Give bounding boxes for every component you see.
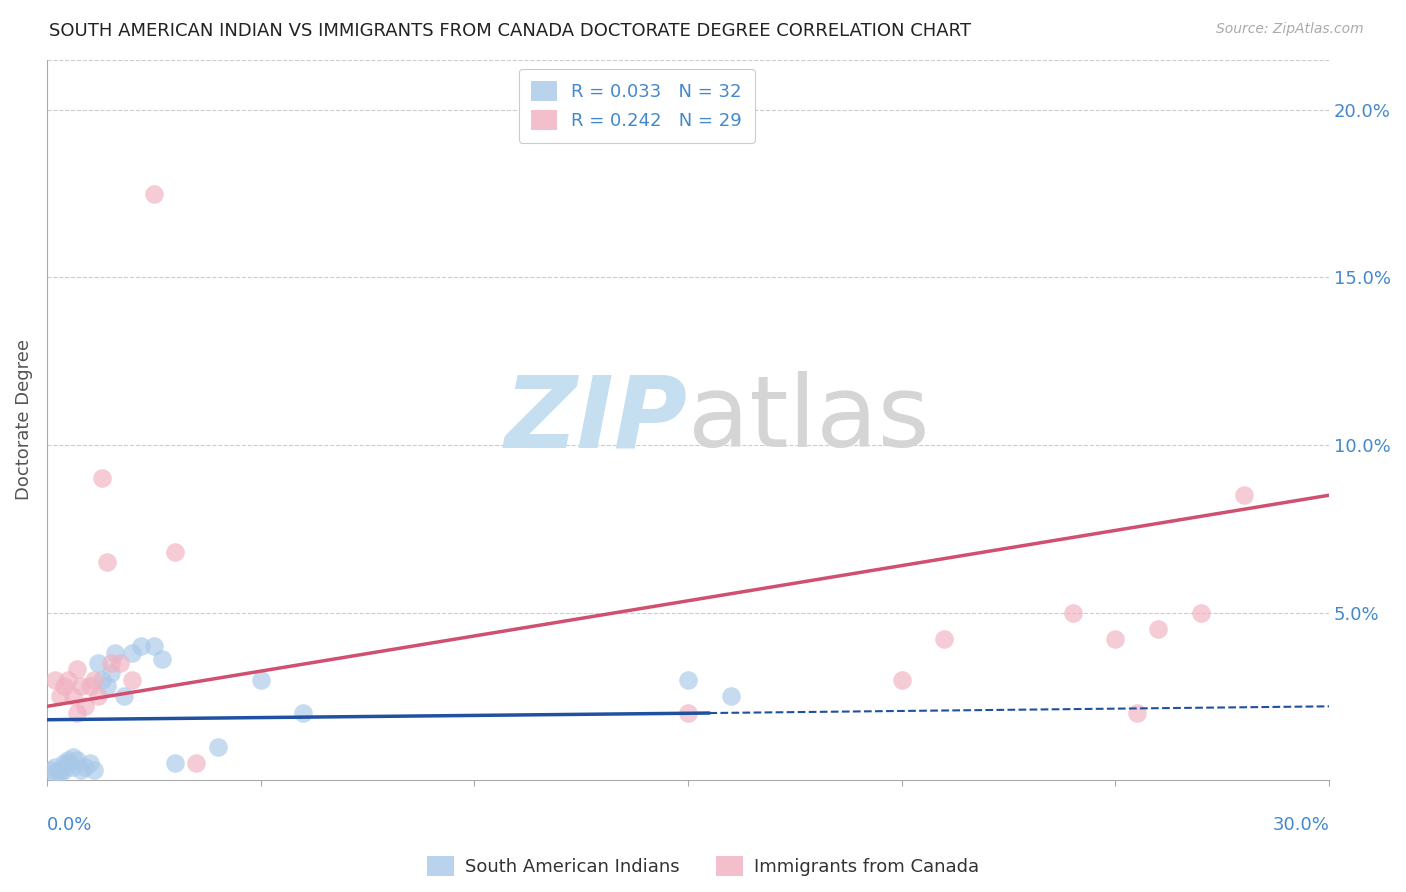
Point bbox=[48, 766, 70, 780]
Point bbox=[58, 753, 80, 767]
Point bbox=[292, 706, 315, 720]
Point bbox=[121, 673, 143, 687]
Text: ZIP: ZIP bbox=[505, 371, 688, 468]
Point bbox=[79, 679, 101, 693]
Point bbox=[112, 690, 135, 704]
Point bbox=[79, 756, 101, 771]
Point bbox=[1147, 622, 1170, 636]
Point bbox=[70, 763, 93, 777]
Legend: South American Indians, Immigrants from Canada: South American Indians, Immigrants from … bbox=[420, 848, 986, 883]
Point bbox=[48, 690, 70, 704]
Point bbox=[66, 753, 89, 767]
Point bbox=[100, 665, 122, 680]
Point bbox=[70, 679, 93, 693]
Text: SOUTH AMERICAN INDIAN VS IMMIGRANTS FROM CANADA DOCTORATE DEGREE CORRELATION CHA: SOUTH AMERICAN INDIAN VS IMMIGRANTS FROM… bbox=[49, 22, 972, 40]
Text: 0.0%: 0.0% bbox=[46, 816, 93, 834]
Point bbox=[249, 673, 271, 687]
Point bbox=[75, 759, 97, 773]
Point bbox=[142, 639, 165, 653]
Point bbox=[58, 673, 80, 687]
Point bbox=[934, 632, 956, 647]
Point bbox=[890, 673, 912, 687]
Point bbox=[62, 759, 84, 773]
Point bbox=[108, 656, 131, 670]
Legend: R = 0.033   N = 32, R = 0.242   N = 29: R = 0.033 N = 32, R = 0.242 N = 29 bbox=[519, 69, 755, 143]
Point bbox=[58, 756, 80, 771]
Point bbox=[96, 555, 118, 569]
Point bbox=[62, 749, 84, 764]
Text: atlas: atlas bbox=[688, 371, 929, 468]
Point bbox=[1104, 632, 1126, 647]
Point bbox=[720, 690, 742, 704]
Point bbox=[53, 679, 76, 693]
Text: Source: ZipAtlas.com: Source: ZipAtlas.com bbox=[1216, 22, 1364, 37]
Point bbox=[100, 656, 122, 670]
Point bbox=[83, 763, 105, 777]
Point bbox=[44, 759, 66, 773]
Point bbox=[62, 690, 84, 704]
Point bbox=[39, 763, 62, 777]
Point bbox=[142, 186, 165, 201]
Point bbox=[104, 646, 127, 660]
Point bbox=[66, 663, 89, 677]
Point bbox=[91, 673, 114, 687]
Point bbox=[1233, 488, 1256, 502]
Point bbox=[96, 679, 118, 693]
Text: 30.0%: 30.0% bbox=[1272, 816, 1329, 834]
Point bbox=[165, 545, 187, 559]
Y-axis label: Doctorate Degree: Doctorate Degree bbox=[15, 339, 32, 500]
Point bbox=[165, 756, 187, 771]
Point bbox=[87, 656, 110, 670]
Point bbox=[1189, 606, 1212, 620]
Point bbox=[150, 652, 173, 666]
Point bbox=[121, 646, 143, 660]
Point bbox=[44, 673, 66, 687]
Point bbox=[48, 763, 70, 777]
Point bbox=[207, 739, 229, 754]
Point bbox=[83, 673, 105, 687]
Point bbox=[53, 756, 76, 771]
Point bbox=[44, 766, 66, 780]
Point bbox=[87, 690, 110, 704]
Point bbox=[75, 699, 97, 714]
Point bbox=[53, 763, 76, 777]
Point bbox=[186, 756, 208, 771]
Point bbox=[66, 706, 89, 720]
Point bbox=[676, 706, 699, 720]
Point bbox=[1062, 606, 1084, 620]
Point bbox=[1126, 706, 1149, 720]
Point bbox=[91, 471, 114, 485]
Point bbox=[129, 639, 152, 653]
Point bbox=[676, 673, 699, 687]
